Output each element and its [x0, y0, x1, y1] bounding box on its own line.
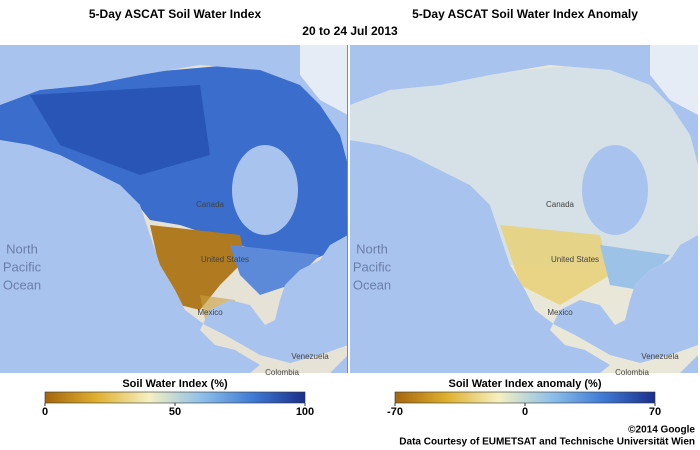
map-labels: North Pacific Ocean Canada United States Mexi…	[3, 200, 679, 377]
map-label: Ocean	[3, 277, 41, 292]
map-label: United States	[201, 255, 249, 264]
colorbar-label: Soil Water Index (%)	[122, 378, 228, 390]
map-label: North	[356, 241, 388, 256]
map-label: Canada	[196, 200, 225, 209]
map-label: Colombia	[615, 368, 649, 377]
map-right	[350, 45, 698, 373]
map-label: United States	[551, 255, 599, 264]
colorbar-tick-label: 100	[296, 406, 314, 418]
colorbars: Soil Water Index (%) 0 50 100 Soil Water Ind…	[42, 378, 661, 418]
colorbar-tick-label: 50	[169, 406, 181, 418]
map-label: Mexico	[197, 308, 223, 317]
map-left	[0, 45, 348, 373]
map-label: Pacific	[3, 259, 42, 274]
panel-title: 5-Day ASCAT Soil Water Index Anomaly	[412, 7, 638, 21]
colorbar-tick-label: 0	[42, 406, 48, 418]
colorbar	[44, 391, 306, 404]
map-label: Pacific	[353, 259, 392, 274]
credit: Data Courtesy of EUMETSAT and Technische…	[399, 437, 695, 448]
map-label: North	[6, 241, 38, 256]
colorbar-tick-label: 0	[522, 406, 528, 418]
map-label: Colombia	[265, 368, 299, 377]
colorbar	[394, 391, 656, 404]
panel-title: 5-Day ASCAT Soil Water Index	[89, 7, 262, 21]
map-label: Venezuela	[641, 352, 679, 361]
colorbar-tick-label: -70	[387, 406, 403, 418]
colorbar-tick-label: 70	[649, 406, 661, 418]
map-label: Venezuela	[291, 352, 329, 361]
date-title: 20 to 24 Jul 2013	[302, 24, 398, 38]
map-label: Mexico	[547, 308, 573, 317]
map-label: Canada	[546, 200, 575, 209]
colorbar-label: Soil Water Index anomaly (%)	[448, 378, 601, 390]
credit: ©2014 Google	[628, 425, 695, 436]
map-label: Ocean	[353, 277, 391, 292]
